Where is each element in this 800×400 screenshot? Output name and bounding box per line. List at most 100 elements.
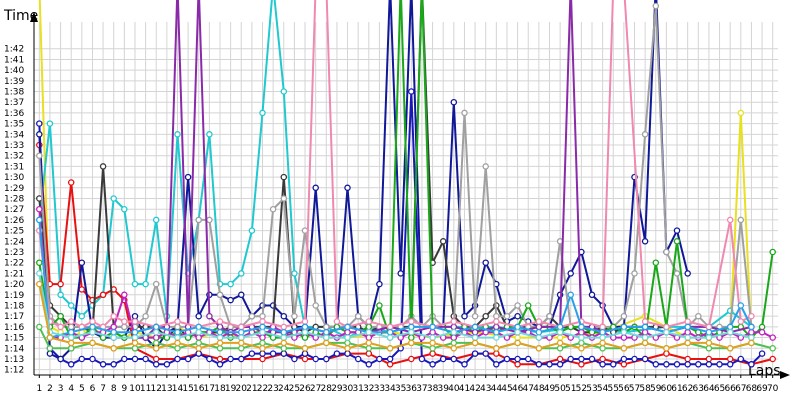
- data-point: [737, 302, 745, 309]
- data-point: [216, 334, 224, 341]
- data-point: [227, 280, 234, 288]
- x-tick-label: 12: [151, 384, 162, 394]
- data-point: [312, 302, 319, 309]
- x-tick-label: 41: [459, 384, 470, 394]
- data-point: [471, 328, 479, 336]
- data-point: [450, 345, 458, 352]
- data-point: [354, 312, 362, 320]
- data-point: [195, 216, 202, 224]
- data-point: [386, 361, 394, 368]
- data-point: [121, 291, 128, 299]
- y-tick-label: 1:35: [4, 120, 24, 130]
- x-tick-label: 17: [204, 384, 215, 394]
- x-tick-label: 47: [523, 384, 534, 394]
- data-point: [36, 120, 43, 127]
- series-14: [36, 270, 755, 341]
- y-tick-label: 1:16: [4, 323, 24, 333]
- data-point: [599, 328, 606, 336]
- data-point: [408, 323, 415, 331]
- data-point: [36, 131, 43, 138]
- data-point: [174, 318, 181, 325]
- x-tick-label: 62: [682, 384, 693, 394]
- data-point: [89, 318, 96, 325]
- x-tick-label: 53: [586, 384, 597, 394]
- data-point: [163, 361, 171, 368]
- data-point: [716, 361, 723, 368]
- data-point: [461, 109, 468, 117]
- data-point: [493, 361, 500, 368]
- data-point: [344, 339, 351, 347]
- data-point: [769, 248, 776, 256]
- x-tick-label: 63: [693, 384, 704, 394]
- data-point: [216, 345, 224, 352]
- data-point: [46, 120, 54, 127]
- data-point: [748, 361, 755, 368]
- data-point: [89, 323, 96, 331]
- data-point: [259, 109, 266, 117]
- data-point: [216, 328, 224, 336]
- data-point: [131, 280, 139, 288]
- data-point: [439, 355, 447, 363]
- data-point: [641, 131, 649, 138]
- data-point: [131, 334, 139, 341]
- x-tick-label: 57: [629, 384, 640, 394]
- x-tick-label: 58: [639, 384, 651, 394]
- x-tick-label: 23: [267, 384, 278, 394]
- data-point: [121, 318, 128, 325]
- data-point: [301, 345, 309, 352]
- data-point: [323, 323, 330, 331]
- data-point: [408, 339, 415, 347]
- data-point: [36, 205, 43, 213]
- data-point: [641, 355, 649, 363]
- data-point: [344, 334, 351, 341]
- data-point: [57, 291, 64, 299]
- data-point: [174, 323, 181, 331]
- x-tick-label: 70: [767, 384, 779, 394]
- data-point: [291, 312, 298, 320]
- data-point: [301, 350, 309, 357]
- data-point: [110, 328, 117, 336]
- data-point: [493, 334, 500, 341]
- data-point: [471, 334, 479, 341]
- data-point: [535, 334, 543, 341]
- data-point: [471, 323, 479, 331]
- x-tick-label: 69: [756, 384, 768, 394]
- x-tick-label: 30: [342, 384, 354, 394]
- data-point: [493, 328, 500, 336]
- data-point: [142, 355, 149, 363]
- data-point: [344, 345, 351, 352]
- data-point: [493, 312, 500, 320]
- data-point: [663, 248, 670, 256]
- series: [36, 0, 776, 368]
- x-tick-label: 67: [735, 384, 746, 394]
- x-tick-label: 66: [724, 384, 736, 394]
- data-point: [556, 334, 564, 341]
- data-point: [450, 355, 458, 363]
- data-point: [673, 361, 681, 368]
- data-point: [152, 355, 160, 363]
- x-tick-label: 68: [746, 384, 758, 394]
- data-point: [684, 328, 691, 336]
- data-point: [429, 323, 436, 331]
- y-tick-label: 1:17: [4, 312, 24, 322]
- x-tick-label: 14: [172, 384, 184, 394]
- data-point: [578, 339, 585, 347]
- data-point: [556, 345, 564, 352]
- data-point: [131, 328, 139, 336]
- data-point: [152, 328, 160, 336]
- data-point: [620, 334, 628, 341]
- data-point: [57, 355, 64, 363]
- data-point: [684, 270, 691, 277]
- x-tick-label: 5: [79, 384, 85, 394]
- x-tick-label: 44: [491, 384, 503, 394]
- data-point: [514, 355, 521, 363]
- data-point: [684, 355, 691, 363]
- data-point: [195, 334, 202, 341]
- data-point: [450, 334, 458, 341]
- data-point: [493, 345, 500, 352]
- data-point: [152, 334, 160, 341]
- x-tick-label: 56: [618, 384, 630, 394]
- data-point: [578, 334, 585, 341]
- x-tick-label: 28: [321, 384, 333, 394]
